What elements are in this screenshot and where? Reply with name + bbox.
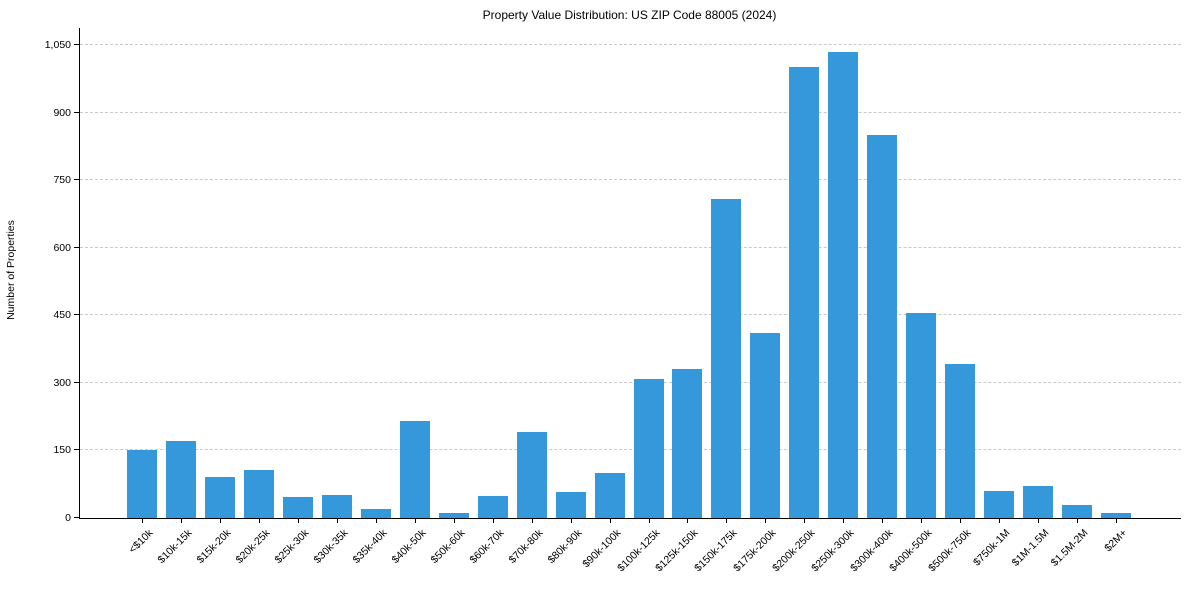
x-tick-label: $40k-50k	[389, 527, 429, 567]
x-tick	[1076, 518, 1078, 523]
y-tick	[74, 246, 79, 248]
y-tick-label: 150	[53, 444, 71, 457]
x-tick-label: $35k-40k	[350, 527, 390, 567]
y-tick-label: 300	[53, 376, 71, 389]
x-tick	[998, 518, 1000, 523]
x-tick-label: <$10k	[126, 527, 156, 556]
bar	[516, 431, 547, 518]
y-tick-label: 750	[53, 174, 71, 187]
x-tick	[687, 518, 689, 523]
x-tick-label: $60k-70k	[467, 527, 507, 567]
bar	[711, 198, 742, 518]
x-tick-label: $1.5M-2M	[1048, 527, 1091, 569]
x-tick	[492, 518, 494, 523]
bar	[283, 496, 314, 518]
x-tick	[531, 518, 533, 523]
bar	[360, 508, 391, 518]
y-tick-label: 0	[65, 512, 71, 524]
bar	[1100, 512, 1131, 518]
x-tick	[882, 518, 884, 523]
x-tick	[142, 518, 144, 523]
x-tick	[570, 518, 572, 523]
gridline	[80, 314, 1181, 316]
x-tick	[726, 518, 728, 523]
x-tick	[804, 518, 806, 523]
bar	[750, 333, 781, 518]
x-tick-label: $70k-80k	[506, 527, 546, 567]
x-tick	[220, 518, 222, 523]
bar	[205, 477, 236, 518]
y-axis-label: Number of Properties	[5, 220, 17, 320]
gridline	[80, 246, 1181, 248]
y-tick	[74, 44, 79, 46]
x-tick	[648, 518, 650, 523]
x-tick	[960, 518, 962, 523]
bar	[867, 134, 898, 518]
y-tick	[74, 449, 79, 451]
x-tick	[337, 518, 338, 523]
x-tick	[921, 518, 923, 523]
y-tick	[74, 517, 79, 518]
bar	[127, 449, 158, 518]
bar	[945, 363, 976, 518]
x-tick	[375, 518, 377, 523]
x-tick-label: $2M+	[1102, 527, 1130, 555]
x-tick	[843, 518, 845, 523]
bar	[438, 512, 469, 518]
gridline	[80, 381, 1181, 383]
y-tick-label: 1,050	[44, 39, 71, 52]
x-tick	[181, 518, 183, 523]
bar	[594, 472, 625, 518]
bar	[828, 52, 859, 518]
x-tick	[609, 518, 611, 523]
bar	[555, 492, 586, 518]
x-tick-label: $20k-25k	[233, 527, 273, 567]
x-tick-label: $80k-90k	[545, 527, 585, 567]
x-tick-label: $30k-35k	[311, 527, 351, 567]
bar	[672, 368, 703, 518]
x-tick	[1115, 518, 1117, 523]
gridline	[80, 111, 1181, 113]
x-tick-label: $750k-1M	[970, 527, 1013, 569]
x-tick	[414, 518, 416, 523]
bar	[789, 67, 820, 518]
bar	[399, 421, 430, 518]
y-tick-label: 450	[53, 309, 71, 322]
bar	[633, 378, 664, 518]
x-tick	[298, 518, 300, 523]
y-tick	[74, 111, 79, 113]
x-tick	[1037, 518, 1039, 523]
bar	[166, 441, 197, 518]
gridline	[80, 179, 1181, 181]
bar	[983, 490, 1014, 518]
plot-area: 0 150 300 450 600 750 900 1,050 <$10k $10k-15k $15…	[45, 28, 1181, 574]
bar	[477, 496, 508, 518]
x-tick	[765, 518, 767, 523]
y-tick	[74, 381, 79, 383]
x-tick-label: $10k-15k	[155, 527, 195, 567]
x-tick-label: $1M-1.5M	[1009, 527, 1052, 569]
y-tick	[74, 314, 79, 316]
gridline	[80, 449, 1181, 451]
y-tick-label: 600	[53, 241, 71, 254]
bar	[244, 470, 275, 518]
x-tick	[259, 518, 261, 523]
gridline	[80, 44, 1181, 46]
chart-title: Property Value Distribution: US ZIP Code…	[482, 8, 777, 22]
bar	[1022, 486, 1053, 518]
x-tick-label: $50k-60k	[428, 527, 468, 567]
y-tick	[74, 179, 79, 181]
x-tick-label: $15k-20k	[194, 527, 234, 567]
y-tick-label: 900	[53, 106, 71, 119]
bar	[906, 312, 937, 518]
bar	[1061, 505, 1092, 518]
x-tick	[453, 518, 455, 523]
x-tick-label: $25k-30k	[272, 527, 312, 567]
bar	[322, 494, 352, 518]
